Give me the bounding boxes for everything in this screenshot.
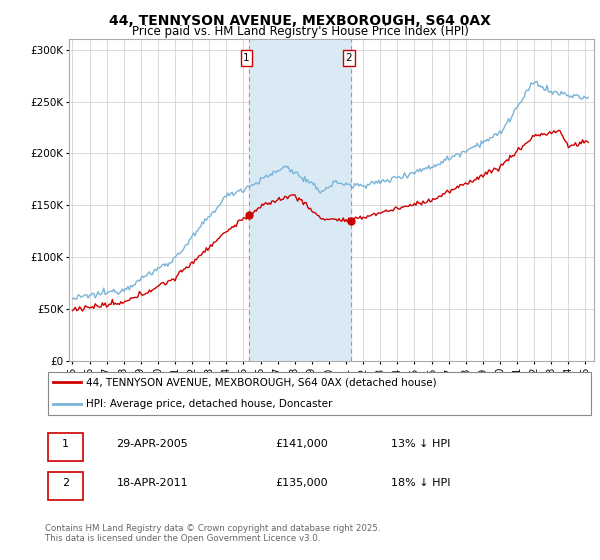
Text: 29-APR-2005: 29-APR-2005 [116, 439, 188, 449]
Text: 1: 1 [243, 53, 250, 63]
Text: 13% ↓ HPI: 13% ↓ HPI [391, 439, 450, 449]
Text: 18% ↓ HPI: 18% ↓ HPI [391, 478, 451, 488]
Text: 44, TENNYSON AVENUE, MEXBOROUGH, S64 0AX (detached house): 44, TENNYSON AVENUE, MEXBOROUGH, S64 0AX… [86, 377, 437, 388]
Bar [249, 39, 351, 361]
Text: 2: 2 [62, 478, 69, 488]
Text: 44, TENNYSON AVENUE, MEXBOROUGH, S64 0AX: 44, TENNYSON AVENUE, MEXBOROUGH, S64 0AX [109, 14, 491, 28]
Text: £141,000: £141,000 [275, 439, 328, 449]
Text: Price paid vs. HM Land Registry's House Price Index (HPI): Price paid vs. HM Land Registry's House … [131, 25, 469, 38]
Bar [48, 472, 83, 500]
Text: Contains HM Land Registry data © Crown copyright and database right 2025.
This d: Contains HM Land Registry data © Crown c… [45, 524, 380, 543]
Text: 1: 1 [62, 439, 69, 449]
Text: 18-APR-2011: 18-APR-2011 [116, 478, 188, 488]
Text: 2: 2 [345, 53, 352, 63]
Text: £135,000: £135,000 [275, 478, 328, 488]
Text: HPI: Average price, detached house, Doncaster: HPI: Average price, detached house, Donc… [86, 399, 332, 409]
Bar [48, 433, 83, 461]
